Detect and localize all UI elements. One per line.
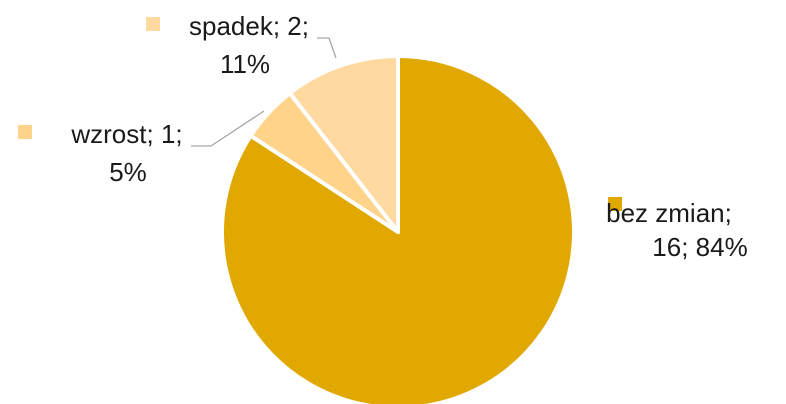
leader-line-wzrost [191,110,265,147]
legend-key-wzrost [18,125,32,139]
leader-line-spadek [317,37,337,59]
data-label-wzrost-line-2: 5% [109,157,147,187]
data-label-bez-zmian-line-2: 16; 84% [652,232,747,262]
legend-key-bez-zmian [608,197,622,211]
pie-slice-spadek [287,54,400,234]
legend-key-spadek [146,17,160,31]
data-label-spadek-line-1: spadek; 2; [189,11,309,41]
data-label-bez-zmian-line-1: bez zmian; [606,198,732,228]
data-label-wzrost-line-1: wzrost; 1; [70,119,182,149]
data-labels: bez zmian; 16; 84% wzrost; 1; 5% spadek; 2; 1… [18,11,748,262]
data-label-spadek-line-2: 11% [220,49,270,79]
leader-lines [191,37,337,147]
pie-slices [220,54,576,404]
